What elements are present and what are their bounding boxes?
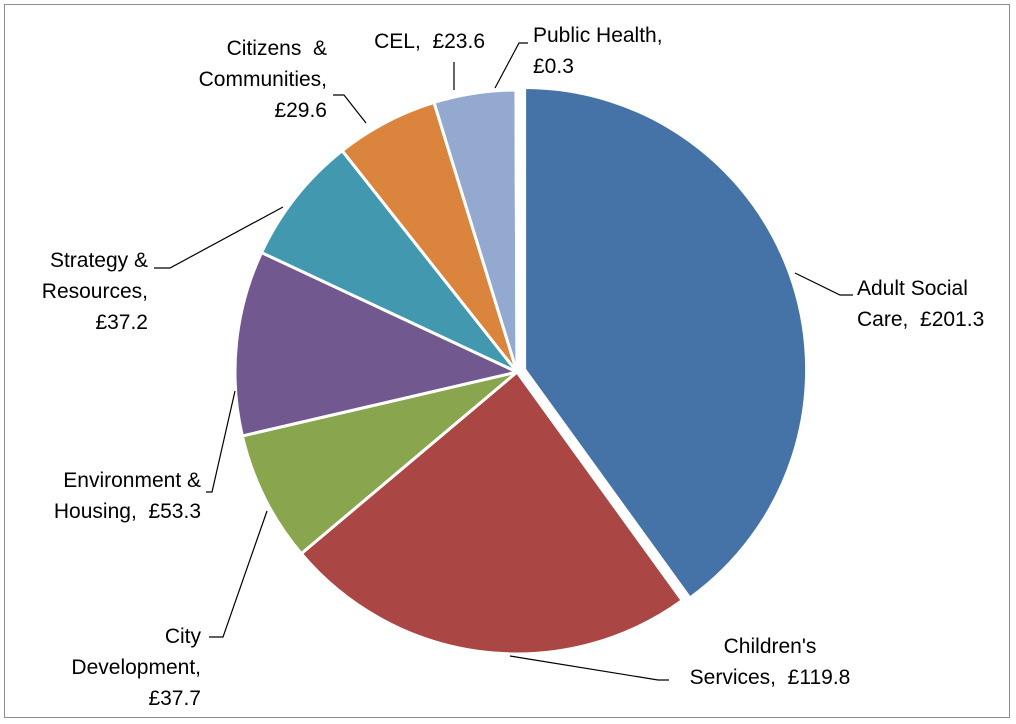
data-label-line: CEL, £23.6 bbox=[374, 30, 485, 53]
data-label-line: £0.3 bbox=[533, 55, 574, 78]
data-label-line: Development, bbox=[71, 656, 201, 679]
leader-line-citizens-communities bbox=[333, 95, 366, 123]
data-label-line: Adult Social bbox=[857, 277, 968, 300]
data-label-citizens-communities: Citizens & Communities, £29.6 bbox=[199, 37, 327, 122]
leader-line-public-health bbox=[495, 43, 528, 88]
chart-frame: Adult Social Care, £201.3 Children's Servic… bbox=[4, 4, 1010, 718]
data-label-line: £37.7 bbox=[148, 687, 201, 710]
data-label-strategy-resources: Strategy & Resources, £37.2 bbox=[42, 249, 148, 334]
data-label-children-s-services: Children's Services, £119.8 bbox=[690, 635, 851, 689]
data-label-line: £29.6 bbox=[274, 99, 327, 122]
data-label-line: Children's bbox=[724, 635, 817, 658]
leader-line-environment-housing bbox=[206, 391, 235, 492]
leader-line-city-development bbox=[209, 511, 267, 637]
pie-chart: Adult Social Care, £201.3 Children's Servic… bbox=[5, 5, 1011, 719]
data-label-line: Services, £119.8 bbox=[690, 666, 851, 689]
data-label-line: Environment & bbox=[63, 469, 201, 492]
leader-line-children-s-services bbox=[510, 656, 669, 680]
data-label-line: Communities, bbox=[199, 68, 327, 91]
data-label-city-development: City Development, £37.7 bbox=[71, 625, 201, 710]
leader-line-adult-social-care bbox=[795, 273, 853, 295]
data-label-environment-housing: Environment & Housing, £53.3 bbox=[54, 469, 201, 523]
data-label-line: Housing, £53.3 bbox=[54, 500, 201, 523]
data-label-line: City bbox=[165, 625, 202, 648]
data-label-line: Citizens & bbox=[227, 37, 327, 60]
slices-layer bbox=[235, 88, 807, 654]
data-label-line: Public Health, bbox=[533, 24, 663, 47]
data-label-line: £37.2 bbox=[95, 311, 148, 334]
data-label-line: Care, £201.3 bbox=[857, 308, 984, 331]
data-label-line: Strategy & bbox=[50, 249, 148, 272]
data-label-cel: CEL, £23.6 bbox=[374, 30, 485, 53]
data-label-line: Resources, bbox=[42, 280, 148, 303]
pie-slice-public-health bbox=[516, 90, 517, 372]
data-label-public-health: Public Health, £0.3 bbox=[533, 24, 663, 78]
data-label-adult-social-care: Adult Social Care, £201.3 bbox=[857, 277, 984, 331]
